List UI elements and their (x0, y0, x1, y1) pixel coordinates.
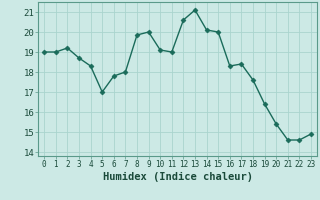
X-axis label: Humidex (Indice chaleur): Humidex (Indice chaleur) (103, 172, 252, 182)
